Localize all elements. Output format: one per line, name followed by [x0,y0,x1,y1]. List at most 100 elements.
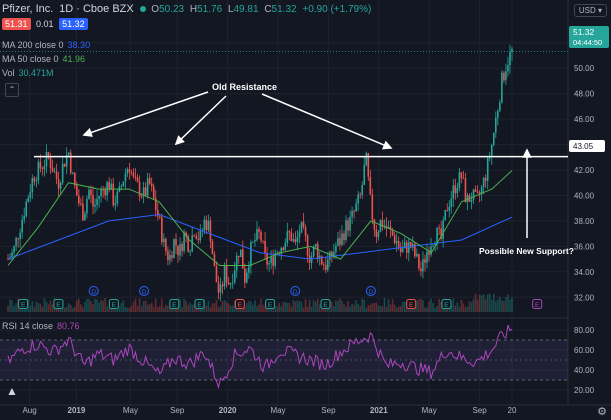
candle-body [86,198,88,214]
candle-body [499,102,501,111]
earnings-marker[interactable] [320,299,331,309]
dividend-marker[interactable] [88,286,99,296]
earnings-marker[interactable] [108,299,119,309]
volume-bar [399,306,402,312]
candle-body [320,256,323,265]
ask-box[interactable]: 51.32 [59,18,88,30]
candle-body [39,161,42,169]
event-marker-label: D [369,289,374,296]
dividend-marker[interactable] [139,286,150,296]
candle-body [509,51,511,66]
candle-body [175,239,177,246]
candle-body [209,220,212,242]
rsi-band [0,340,568,380]
x-tick-label: May [123,406,138,415]
dividend-marker[interactable] [290,286,301,296]
volume-bar [440,302,442,312]
earnings-marker[interactable] [169,299,180,309]
earnings-marker[interactable] [53,299,64,309]
volume-bar [424,307,426,312]
earnings-marker[interactable] [265,299,276,309]
collapse-chevron-icon[interactable]: ⌃ [5,83,19,97]
bid-box[interactable]: 51.31 [2,18,31,30]
candle-body [333,251,335,258]
price-tick-label: 34.00 [574,268,595,277]
candle-body [241,249,244,269]
interval-exchange[interactable]: 1D · Cboe BZX [59,3,134,15]
candle-body [497,110,499,118]
event-marker-label: E [112,302,117,309]
volume-bar [19,306,21,312]
symbol-title[interactable]: Pfizer, Inc. [2,3,54,15]
candle-body [379,220,382,233]
currency-selector[interactable]: USD ▾ [573,4,607,17]
volume-bar [159,305,161,312]
low-value: 49.81 [233,4,259,15]
earnings-marker[interactable] [406,299,417,309]
candle-body [345,220,347,240]
volume-bar [383,298,386,312]
rsi-legend[interactable]: RSI 14 close 80.76 [2,320,80,332]
volume-bar [365,307,368,312]
volume-bar [509,299,511,312]
candle-body [229,283,232,285]
candle-body [262,240,264,242]
ma200-label: MA 200 close 0 [2,40,64,50]
volume-bar [371,303,374,312]
volume-bar [466,306,469,312]
candle-body [231,282,234,284]
earnings-marker[interactable] [194,299,205,309]
ma200-legend[interactable]: MA 200 close 0 38.30 [2,39,90,51]
volume-bar [189,302,191,312]
volume-bar [318,304,321,312]
dividend-marker[interactable] [365,286,376,296]
volume-bar [349,306,351,312]
volume-bar [373,303,376,312]
volume-bar [359,306,361,312]
candle-body [146,178,149,196]
volume-bar [98,302,100,312]
chevron-down-icon: ▾ [597,6,602,15]
candle-body [292,239,295,241]
arrow-new-support-head [522,148,532,158]
candle-body [312,246,315,257]
candle-body [27,197,30,202]
ma50-legend[interactable]: MA 50 close 0 41.96 [2,53,85,65]
candle-body [250,242,252,267]
candle-body [416,253,418,257]
rsi-tick-label: 80.00 [574,326,595,335]
earnings-marker[interactable] [441,299,452,309]
volume-bar [391,299,394,312]
candle-body [104,189,106,196]
resistance-label-tag: 43.05 [569,140,605,152]
volume-bar [290,306,293,312]
event-marker-label: E [21,302,26,309]
candle-body [375,229,378,238]
volume-bar [264,305,266,312]
candle-body [78,195,80,204]
candle-body [252,241,254,243]
candle-body [233,270,236,283]
vol-legend[interactable]: Vol 30.471M [2,67,54,79]
volume-bar [468,301,471,312]
candle-body [237,255,240,258]
volume-bar [29,305,32,312]
volume-bar [96,299,98,312]
gear-icon[interactable]: ⚙ [597,406,607,418]
earnings-marker[interactable] [532,299,543,309]
countdown: 04:44:50 [573,38,602,47]
volume-bar [379,305,382,312]
candle-body [211,241,214,255]
candle-body [215,266,218,283]
candle-body [217,282,220,293]
earnings-marker[interactable] [234,299,245,309]
volume-bar [401,301,404,312]
candle-body [31,177,34,193]
old-resistance-annotation: Old Resistance [212,82,277,92]
volume-bar [337,300,339,312]
volume-bar [395,307,398,312]
event-marker-label: E [238,302,243,309]
earnings-marker[interactable] [18,299,29,309]
candle-body [7,259,9,260]
